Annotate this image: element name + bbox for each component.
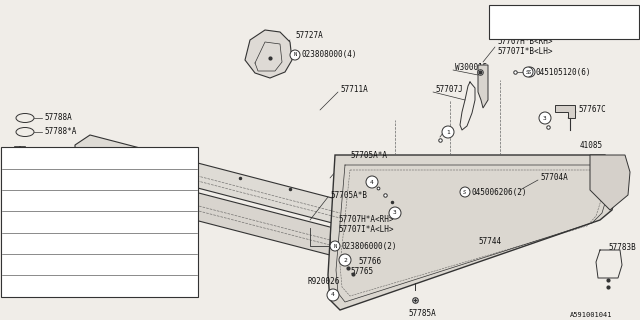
Text: 57783A: 57783A [26, 261, 51, 267]
Text: 57705A*B: 57705A*B [330, 190, 367, 199]
Text: 045006206(2): 045006206(2) [472, 188, 527, 196]
Text: 57704A: 57704A [540, 173, 568, 182]
Text: 57711D: 57711D [2, 252, 29, 261]
Circle shape [493, 24, 503, 34]
Circle shape [327, 289, 339, 301]
Text: A591001041: A591001041 [570, 312, 612, 318]
Text: R920033: R920033 [508, 25, 540, 34]
Text: W300015: W300015 [455, 63, 488, 73]
Text: 047406126(4): 047406126(4) [32, 176, 83, 183]
Text: 57707H*A<RH>: 57707H*A<RH> [338, 215, 394, 225]
Polygon shape [75, 135, 355, 228]
Text: 4: 4 [496, 27, 500, 31]
Circle shape [6, 163, 18, 175]
Text: 41085: 41085 [580, 140, 603, 149]
Text: 3: 3 [10, 262, 14, 267]
Text: 57785A: 57785A [408, 308, 436, 317]
Text: 023806000(2): 023806000(2) [342, 242, 397, 251]
Text: S: S [463, 189, 467, 195]
Text: 2: 2 [10, 209, 14, 214]
Circle shape [22, 218, 31, 227]
Text: 57707I*A<LH>: 57707I*A<LH> [338, 226, 394, 235]
Text: 010006126(2): 010006126(2) [32, 155, 83, 162]
Text: M120047: M120047 [44, 148, 76, 157]
Text: 2: 2 [343, 258, 347, 262]
FancyBboxPatch shape [489, 5, 639, 39]
Circle shape [442, 126, 454, 138]
Polygon shape [590, 155, 630, 210]
Text: R920026: R920026 [308, 277, 340, 286]
Text: (9403-9704): (9403-9704) [557, 9, 608, 18]
Polygon shape [478, 65, 488, 108]
Text: 3: 3 [543, 116, 547, 121]
Circle shape [539, 112, 551, 124]
Text: S: S [24, 220, 28, 225]
Circle shape [523, 67, 533, 77]
Polygon shape [555, 105, 575, 118]
Circle shape [366, 176, 378, 188]
Text: 57707H*B<RH>: 57707H*B<RH> [497, 37, 552, 46]
Polygon shape [328, 155, 618, 310]
Text: (9403-9411): (9403-9411) [124, 155, 171, 162]
Circle shape [330, 241, 340, 251]
Text: 57707I*B<LH>: 57707I*B<LH> [497, 47, 552, 57]
Text: (9704-     >: (9704- > [557, 25, 612, 34]
Circle shape [525, 67, 535, 77]
Text: 57783: 57783 [26, 240, 47, 246]
Circle shape [22, 175, 31, 184]
Circle shape [290, 50, 300, 60]
Text: 4: 4 [331, 292, 335, 298]
FancyBboxPatch shape [1, 147, 198, 297]
Circle shape [493, 8, 503, 18]
Text: (9412-     ): (9412- ) [124, 176, 175, 183]
Text: S: S [24, 198, 28, 203]
Text: (9502-9605): (9502-9605) [124, 261, 171, 268]
Text: 57783B: 57783B [608, 244, 636, 252]
Text: 4: 4 [370, 180, 374, 185]
Text: N: N [293, 52, 296, 58]
Circle shape [389, 207, 401, 219]
Text: 047406126(4): 047406126(4) [32, 219, 83, 225]
Text: S: S [526, 69, 530, 75]
Text: S: S [529, 69, 532, 75]
Polygon shape [245, 30, 292, 78]
Text: R920026: R920026 [508, 9, 540, 18]
Text: (9607-     ): (9607- ) [124, 282, 175, 289]
Text: 047406126(2): 047406126(2) [32, 198, 83, 204]
Text: (9403-9501): (9403-9501) [124, 240, 171, 246]
Text: 57707J: 57707J [435, 85, 463, 94]
Circle shape [6, 258, 18, 270]
Polygon shape [95, 170, 395, 270]
Text: 57788A: 57788A [44, 114, 72, 123]
Circle shape [460, 187, 470, 197]
Text: (9412-     ): (9412- ) [124, 219, 175, 225]
Text: 57727A: 57727A [295, 30, 323, 39]
Text: N: N [333, 244, 337, 249]
Text: 4: 4 [496, 11, 500, 15]
Text: 57765: 57765 [350, 268, 373, 276]
Text: 045105120(6): 045105120(6) [535, 68, 591, 76]
Circle shape [22, 154, 31, 163]
Text: 57783: 57783 [26, 283, 47, 288]
Text: 57766: 57766 [358, 258, 381, 267]
Circle shape [6, 205, 18, 217]
Polygon shape [8, 172, 65, 255]
Text: (9403-9411): (9403-9411) [124, 198, 171, 204]
Text: 023808000(4): 023808000(4) [302, 51, 358, 60]
Circle shape [339, 254, 351, 266]
Text: B: B [24, 177, 28, 182]
Text: 1: 1 [10, 167, 14, 172]
Text: 1: 1 [446, 130, 450, 134]
Text: 3: 3 [393, 211, 397, 215]
Text: 57788*A: 57788*A [44, 127, 76, 137]
Circle shape [22, 196, 31, 205]
Text: B: B [24, 156, 28, 161]
Text: 57711A: 57711A [340, 85, 368, 94]
Text: 57705A*A: 57705A*A [350, 150, 387, 159]
Text: 57767C: 57767C [578, 106, 605, 115]
Text: 57744: 57744 [478, 237, 501, 246]
